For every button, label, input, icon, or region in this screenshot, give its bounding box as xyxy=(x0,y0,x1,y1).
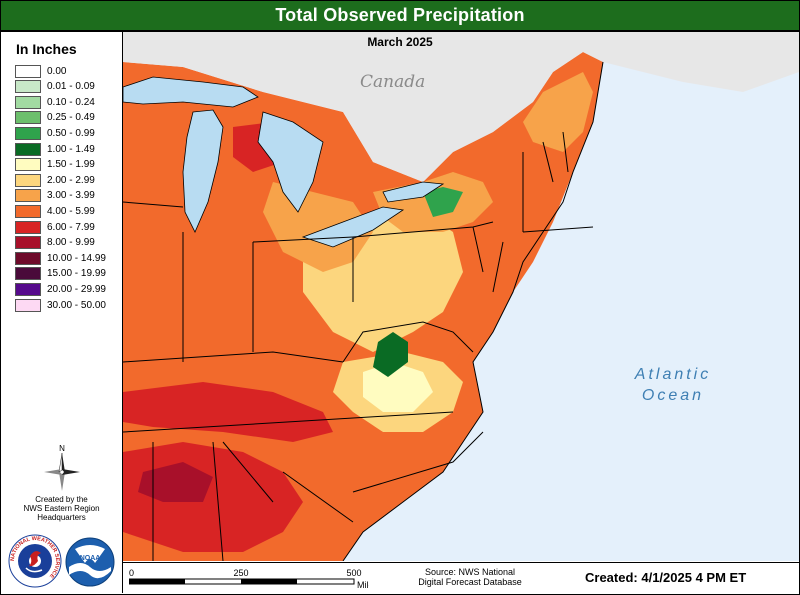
canada-label: Canada xyxy=(360,72,426,92)
legend-swatch xyxy=(15,298,41,312)
precip-zone-green-va xyxy=(373,332,408,377)
legend-label: 4.00 - 5.99 xyxy=(47,205,95,217)
legend-label: 0.25 - 0.49 xyxy=(47,112,95,124)
legend-swatch xyxy=(15,267,41,281)
legend-item: 0.01 - 0.09 xyxy=(15,80,95,94)
legend-swatch xyxy=(15,204,41,218)
precip-zone-light-va xyxy=(363,362,433,412)
legend-label: 1.50 - 1.99 xyxy=(47,159,95,171)
legend-swatch xyxy=(15,251,41,265)
atlantic-coastline xyxy=(342,61,604,561)
legend-title: In Inches xyxy=(16,41,77,57)
precip-zone-heavy-tn xyxy=(123,382,333,442)
credit-line-2: NWS Eastern Region xyxy=(23,504,100,513)
lake-superior xyxy=(123,76,259,108)
legend-label: 0.01 - 0.09 xyxy=(47,81,95,93)
legend-item: 30.00 - 50.00 xyxy=(15,298,106,312)
compass-rose-icon: N xyxy=(44,444,80,491)
legend-item: 1.50 - 1.99 xyxy=(15,158,95,172)
map-subtitle: March 2025 xyxy=(367,35,433,49)
ocean-label: Atlantic Ocean xyxy=(603,364,743,406)
legend-swatch xyxy=(15,126,41,140)
credit-text: Created by the NWS Eastern Region Headqu… xyxy=(1,495,122,522)
legend-item: 4.00 - 5.99 xyxy=(15,204,95,218)
legend-label: 20.00 - 29.99 xyxy=(47,283,106,295)
scale-bar: 0 250 500 Miles xyxy=(129,568,369,590)
legend-swatch xyxy=(15,64,41,78)
credit-line-3: Headquarters xyxy=(37,513,86,522)
legend-item: 8.00 - 9.99 xyxy=(15,236,95,250)
credit-line-1: Created by the xyxy=(35,495,88,504)
source-line-2: Digital Forecast Database xyxy=(418,577,522,587)
precip-zone-green-ny xyxy=(423,187,463,217)
legend-item: 15.00 - 19.99 xyxy=(15,267,106,281)
scale-tick-500: 500 xyxy=(346,568,361,578)
legend-label: 0.50 - 0.99 xyxy=(47,127,95,139)
noaa-logo-icon: NOAA xyxy=(65,537,115,587)
legend-swatch xyxy=(15,173,41,187)
ocean-label-line-2: Ocean xyxy=(641,387,705,404)
legend-item: 1.00 - 1.49 xyxy=(15,142,95,156)
noaa-logo-text: NOAA xyxy=(80,555,101,562)
legend-label: 6.00 - 7.99 xyxy=(47,221,95,233)
source-line-1: Source: NWS National xyxy=(424,567,516,577)
precip-zone-8in xyxy=(138,462,213,502)
precipitation-map: March 2025 Canada Atlantic Ocean xyxy=(123,32,799,561)
legend-panel: In Inches 0.00 0.01 - 0.09 0.10 - 0.24 0.25… xyxy=(1,32,123,593)
legend-label: 15.00 - 19.99 xyxy=(47,268,106,280)
title-bar: Total Observed Precipitation xyxy=(1,1,799,32)
legend-item: 20.00 - 29.99 xyxy=(15,282,106,296)
scale-tick-250: 250 xyxy=(233,568,248,578)
nws-logo-icon: NATIONAL WEATHER SERVICE xyxy=(8,534,62,588)
legend-label: 8.00 - 9.99 xyxy=(47,237,95,249)
legend-item: 0.50 - 0.99 xyxy=(15,126,95,140)
legend-swatch xyxy=(15,80,41,94)
legend-item: 0.00 xyxy=(15,64,66,78)
state-boundaries xyxy=(123,131,594,561)
legend-swatch xyxy=(15,158,41,172)
scale-unit: Miles xyxy=(357,580,369,590)
map-title: Total Observed Precipitation xyxy=(275,5,525,25)
lake-huron xyxy=(257,111,324,213)
legend-swatch xyxy=(15,142,41,156)
source-text: Source: NWS National Digital Forecast Da… xyxy=(405,567,535,587)
map-footer: 0 250 500 Miles Source: NWS National Dig… xyxy=(123,562,799,594)
map-canvas xyxy=(123,32,799,561)
precip-zone-3to4 xyxy=(263,182,373,272)
canada-landmass xyxy=(123,32,799,182)
legend-item: 0.25 - 0.49 xyxy=(15,111,95,125)
ocean-label-line-1: Atlantic xyxy=(634,366,712,383)
legend-item: 10.00 - 14.99 xyxy=(15,251,106,265)
legend-label: 30.00 - 50.00 xyxy=(47,299,106,311)
legend-swatch xyxy=(15,189,41,203)
lake-michigan xyxy=(182,109,224,233)
created-timestamp: Created: 4/1/2025 4 PM ET xyxy=(585,570,747,585)
legend-swatch xyxy=(15,220,41,234)
legend-swatch xyxy=(15,111,41,125)
lake-erie xyxy=(301,206,405,248)
legend-item: 2.00 - 2.99 xyxy=(15,173,95,187)
legend-item: 3.00 - 3.99 xyxy=(15,189,95,203)
legend-item: 0.10 - 0.24 xyxy=(15,95,95,109)
legend-swatch xyxy=(15,236,41,250)
legend-label: 0.10 - 0.24 xyxy=(47,96,95,108)
legend-label: 1.00 - 1.49 xyxy=(47,143,95,155)
legend-label: 0.00 xyxy=(47,65,67,77)
legend-swatch xyxy=(15,95,41,109)
legend-label: 3.00 - 3.99 xyxy=(47,190,95,202)
precip-zone-new-england xyxy=(523,72,593,152)
legend-label: 2.00 - 2.99 xyxy=(47,174,95,186)
scale-tick-0: 0 xyxy=(129,568,134,578)
lake-ontario xyxy=(382,181,445,203)
legend-swatch xyxy=(15,282,41,296)
legend-label: 10.00 - 14.99 xyxy=(47,252,106,264)
legend-item: 6.00 - 7.99 xyxy=(15,220,95,234)
compass-north-label: N xyxy=(59,444,65,453)
